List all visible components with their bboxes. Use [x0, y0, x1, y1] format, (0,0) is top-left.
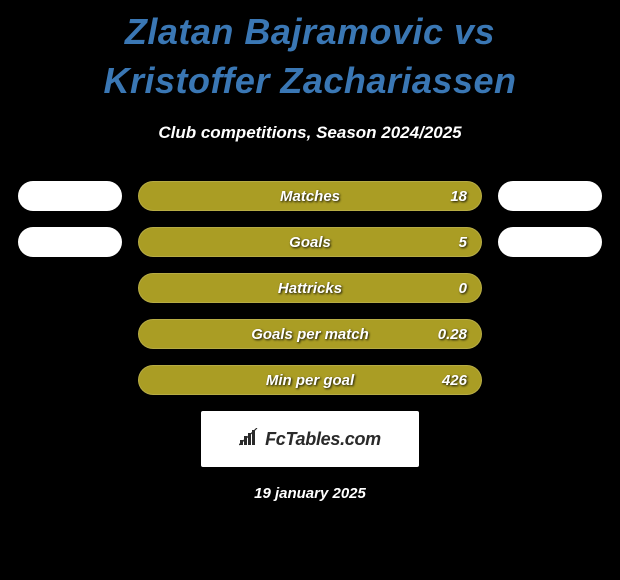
stat-value-right: 0.28	[438, 326, 467, 343]
footer-logo: FcTables.com	[239, 428, 381, 451]
left-value-pill	[18, 181, 122, 211]
page-title: Zlatan Bajramovic vs Kristoffer Zacharia…	[0, 8, 620, 105]
bar-chart-icon	[239, 428, 261, 451]
center-stat-pill: Hattricks 0	[138, 273, 482, 303]
stat-value-right: 0	[459, 280, 467, 297]
stat-label: Min per goal	[266, 372, 354, 389]
center-stat-pill: Goals per match 0.28	[138, 319, 482, 349]
stat-row-goals-per-match: Goals per match 0.28	[0, 319, 620, 349]
stat-label: Hattricks	[278, 280, 342, 297]
center-stat-pill: Goals 5	[138, 227, 482, 257]
stat-row-hattricks: Hattricks 0	[0, 273, 620, 303]
subtitle: Club competitions, Season 2024/2025	[0, 123, 620, 143]
center-stat-pill: Matches 18	[138, 181, 482, 211]
stats-area: Matches 18 Goals 5 Hattricks 0 Goal	[0, 181, 620, 395]
footer-brand-box: FcTables.com	[201, 411, 419, 467]
footer-brand-text: FcTables.com	[265, 429, 381, 450]
stat-row-goals: Goals 5	[0, 227, 620, 257]
right-value-pill	[498, 181, 602, 211]
date-line: 19 january 2025	[0, 485, 620, 502]
right-value-pill	[498, 227, 602, 257]
stat-label: Matches	[280, 188, 340, 205]
infographic-container: Zlatan Bajramovic vs Kristoffer Zacharia…	[0, 0, 620, 502]
stat-row-matches: Matches 18	[0, 181, 620, 211]
stat-value-right: 426	[442, 372, 467, 389]
stat-value-right: 18	[450, 188, 467, 205]
center-stat-pill: Min per goal 426	[138, 365, 482, 395]
stat-label: Goals	[289, 234, 331, 251]
left-value-pill	[18, 227, 122, 257]
stat-label: Goals per match	[251, 326, 369, 343]
stat-value-right: 5	[459, 234, 467, 251]
stat-row-min-per-goal: Min per goal 426	[0, 365, 620, 395]
